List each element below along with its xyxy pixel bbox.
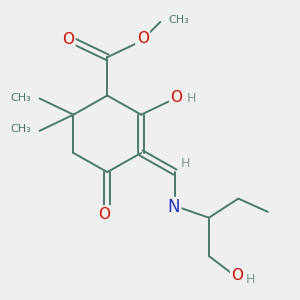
Text: H: H: [181, 157, 190, 170]
Text: CH₃: CH₃: [169, 15, 189, 26]
Text: O: O: [170, 89, 182, 104]
Text: O: O: [98, 207, 110, 222]
Text: O: O: [232, 268, 243, 283]
Text: H: H: [187, 92, 196, 105]
Text: O: O: [136, 31, 148, 46]
Text: N: N: [167, 198, 180, 216]
Text: H: H: [245, 273, 255, 286]
Text: O: O: [62, 32, 74, 47]
Text: CH₃: CH₃: [11, 124, 31, 134]
Text: CH₃: CH₃: [11, 94, 31, 103]
